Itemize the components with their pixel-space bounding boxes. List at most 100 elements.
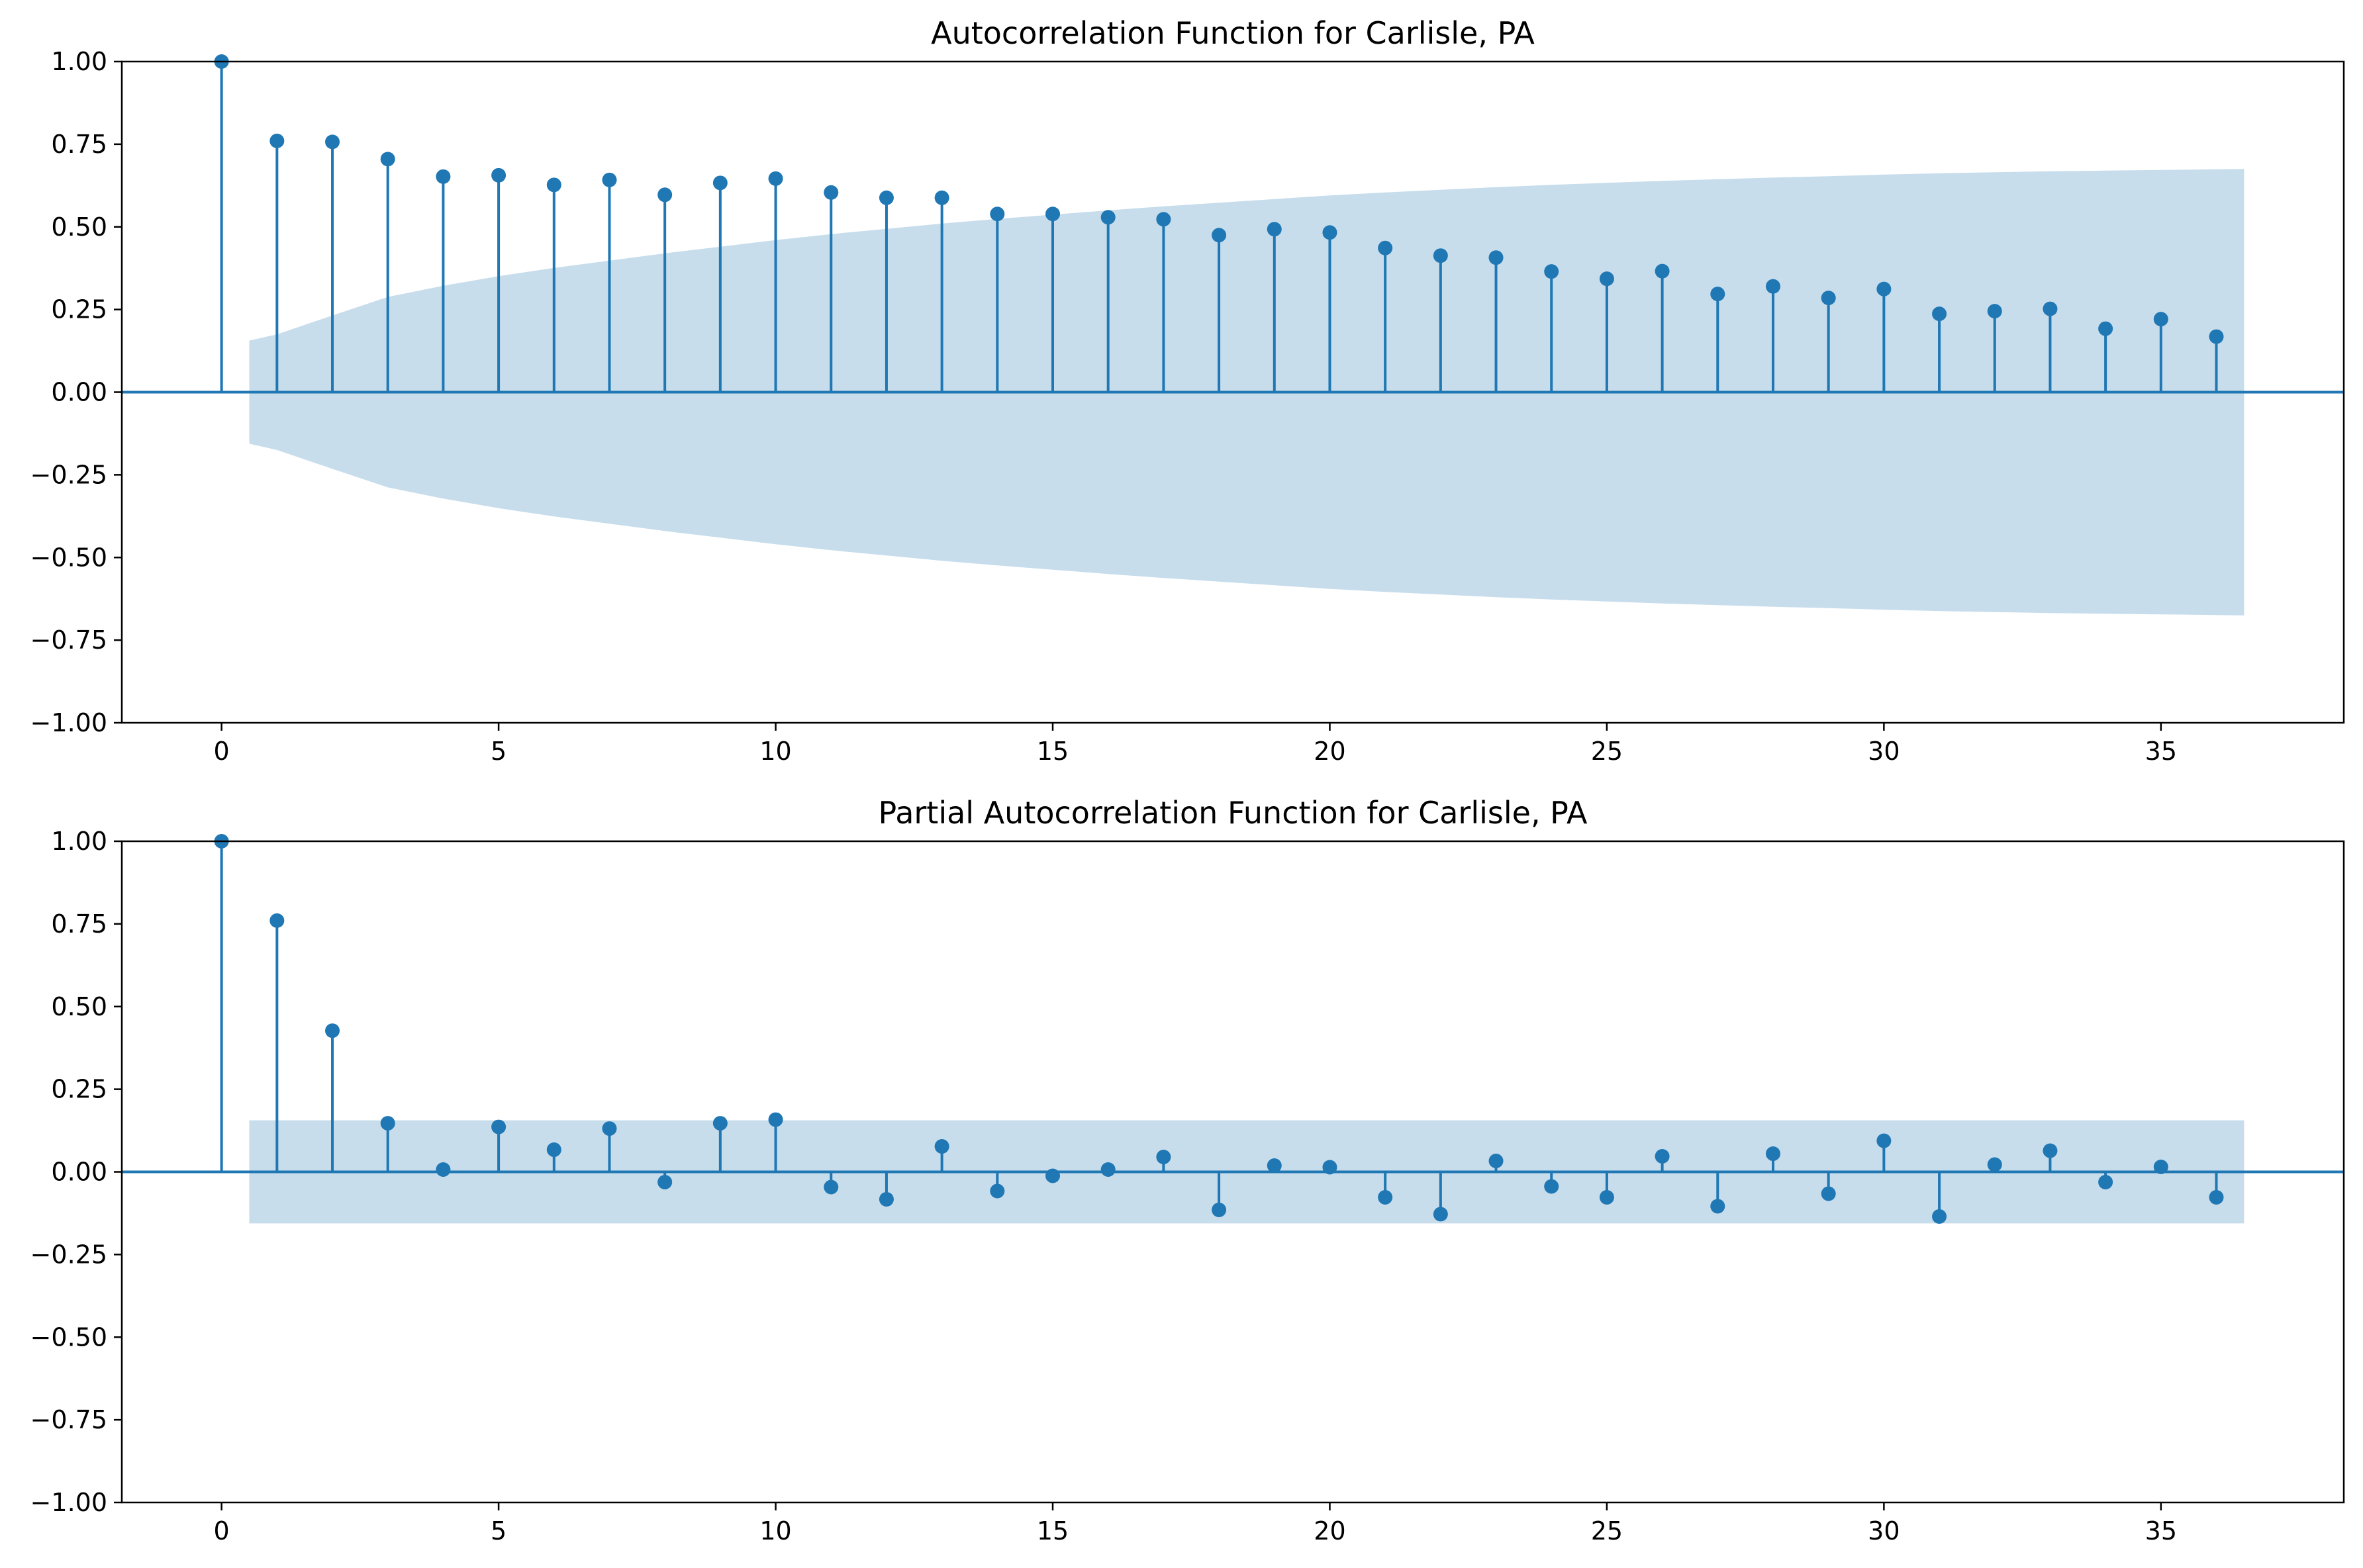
pacf-marker-lag-35	[2153, 1160, 2168, 1175]
pacf-marker-lag-27	[1710, 1199, 1725, 1214]
acf-marker-lag-7	[602, 172, 617, 187]
pacf-marker-lag-8	[657, 1174, 673, 1189]
acf-marker-lag-15	[1045, 207, 1061, 222]
pacf-marker-lag-18	[1212, 1202, 1227, 1217]
pacf-y-tick-label: 0.75	[51, 909, 107, 939]
acf-marker-lag-16	[1100, 210, 1116, 225]
acf-x-tick-label: 20	[1314, 737, 1345, 766]
pacf-x-tick-label: 25	[1591, 1516, 1623, 1545]
pacf-marker-lag-3	[380, 1116, 395, 1131]
pacf-y-tick-label: 0.25	[51, 1075, 107, 1104]
acf-marker-lag-33	[2043, 301, 2058, 316]
acf-y-tick-label: −1.00	[30, 708, 107, 737]
acf-y-tick-label: 0.75	[51, 130, 107, 159]
acf-marker-lag-4	[436, 169, 451, 184]
acf-marker-lag-8	[657, 187, 673, 203]
acf-x-tick-label: 10	[759, 737, 791, 766]
pacf-y-tick-label: 1.00	[51, 827, 107, 856]
pacf-y-tick-label: 0.50	[51, 992, 107, 1021]
pacf-marker-lag-36	[2209, 1189, 2224, 1205]
acf-marker-lag-26	[1655, 263, 1670, 279]
pacf-marker-lag-14	[990, 1183, 1005, 1199]
pacf-marker-lag-9	[712, 1116, 728, 1131]
acf-marker-lag-3	[380, 152, 395, 167]
acf-x-tick-label: 0	[214, 737, 230, 766]
pacf-marker-lag-11	[824, 1179, 839, 1195]
acf-x-tick-label: 5	[491, 737, 506, 766]
acf-marker-lag-30	[1876, 281, 1892, 297]
pacf-marker-lag-1	[269, 913, 285, 928]
acf-marker-lag-29	[1821, 291, 1836, 306]
acf-y-tick-label: 0.25	[51, 295, 107, 324]
acf-marker-lag-23	[1488, 250, 1504, 265]
acf-marker-lag-9	[712, 175, 728, 191]
pacf-marker-lag-24	[1544, 1179, 1559, 1194]
acf-marker-lag-17	[1156, 212, 1171, 227]
acf-marker-lag-32	[1987, 304, 2002, 319]
acf-marker-lag-36	[2209, 329, 2224, 344]
pacf-marker-lag-32	[1987, 1157, 2002, 1172]
acf-x-tick-label: 30	[1868, 737, 1900, 766]
pacf-marker-lag-21	[1378, 1189, 1393, 1205]
pacf-y-tick-label: −0.25	[30, 1240, 107, 1269]
pacf-marker-lag-22	[1433, 1207, 1448, 1222]
pacf-marker-lag-2	[325, 1023, 340, 1038]
acf-y-tick-label: 0.50	[51, 212, 107, 242]
pacf-marker-lag-17	[1156, 1150, 1171, 1165]
acf-x-tick-label: 25	[1591, 737, 1623, 766]
pacf-marker-lag-10	[768, 1112, 783, 1127]
pacf-marker-lag-12	[879, 1191, 894, 1207]
acf-marker-lag-11	[824, 185, 839, 200]
acf-y-tick-label: −0.25	[30, 460, 107, 489]
acf-marker-lag-18	[1212, 228, 1227, 243]
acf-marker-lag-10	[768, 171, 783, 186]
pacf-marker-lag-15	[1045, 1168, 1061, 1183]
pacf-marker-lag-34	[2098, 1174, 2113, 1189]
acf-x-tick-label: 35	[2145, 737, 2177, 766]
pacf-x-tick-label: 10	[759, 1516, 791, 1545]
acf-y-tick-label: −0.50	[30, 543, 107, 572]
pacf-y-tick-label: −1.00	[30, 1488, 107, 1517]
pacf-marker-lag-31	[1932, 1209, 1947, 1224]
pacf-y-tick-label: −0.75	[30, 1405, 107, 1434]
pacf-marker-lag-20	[1322, 1160, 1337, 1175]
acf-marker-lag-13	[934, 190, 949, 205]
acf-marker-lag-31	[1932, 306, 1947, 322]
pacf-title: Partial Autocorrelation Function for Car…	[879, 795, 1588, 831]
pacf-x-tick-label: 35	[2145, 1516, 2177, 1545]
acf-marker-lag-24	[1544, 264, 1559, 279]
acf-panel: Autocorrelation Function for Carlisle, P…	[30, 15, 2345, 766]
pacf-marker-lag-19	[1267, 1158, 1282, 1174]
acf-marker-lag-27	[1710, 287, 1725, 302]
acf-y-tick-label: 0.00	[51, 378, 107, 407]
pacf-x-tick-label: 30	[1868, 1516, 1900, 1545]
acf-marker-lag-19	[1267, 222, 1282, 237]
pacf-marker-lag-13	[934, 1139, 949, 1154]
pacf-y-tick-label: −0.50	[30, 1322, 107, 1352]
acf-marker-lag-34	[2098, 321, 2113, 336]
pacf-marker-lag-5	[491, 1119, 506, 1134]
pacf-x-tick-label: 20	[1314, 1516, 1345, 1545]
acf-marker-lag-22	[1433, 248, 1448, 263]
pacf-marker-lag-30	[1876, 1133, 1892, 1148]
acf-y-tick-label: −0.75	[30, 625, 107, 655]
pacf-y-tick-label: 0.00	[51, 1158, 107, 1187]
pacf-marker-lag-33	[2043, 1143, 2058, 1158]
acf-marker-lag-35	[2153, 312, 2168, 327]
acf-marker-lag-20	[1322, 225, 1337, 240]
acf-marker-lag-25	[1599, 271, 1614, 287]
pacf-panel: Partial Autocorrelation Function for Car…	[30, 795, 2345, 1545]
acf-marker-lag-6	[546, 177, 561, 193]
pacf-marker-lag-25	[1599, 1189, 1614, 1205]
acf-marker-lag-1	[269, 133, 285, 148]
pacf-marker-lag-29	[1821, 1186, 1836, 1201]
acf-y-tick-label: 1.00	[51, 47, 107, 76]
pacf-marker-lag-7	[602, 1121, 617, 1136]
acf-marker-lag-12	[879, 190, 894, 205]
pacf-marker-lag-23	[1488, 1154, 1504, 1169]
pacf-marker-lag-4	[436, 1162, 451, 1177]
pacf-x-tick-label: 15	[1037, 1516, 1069, 1545]
acf-marker-lag-28	[1765, 279, 1780, 294]
